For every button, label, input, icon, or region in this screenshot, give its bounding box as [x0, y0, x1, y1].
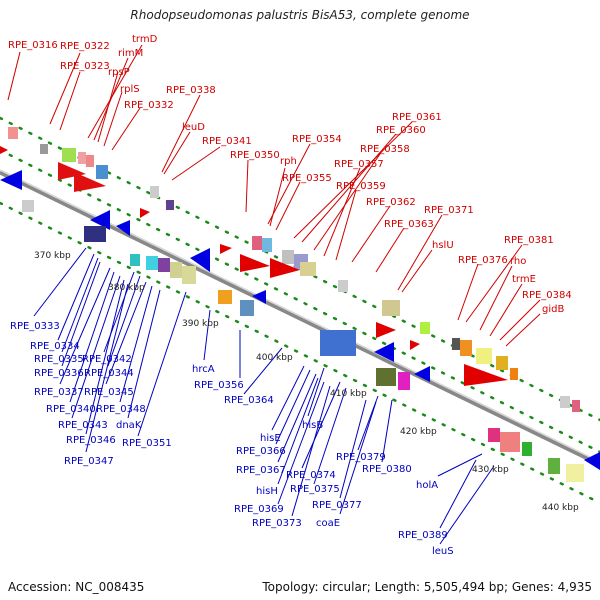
gene-label: rho [510, 256, 526, 267]
kbp-label: 410 kbp [330, 389, 367, 399]
gene-label: RPE_0384 [522, 290, 572, 301]
gene-label: RPE_0342 [82, 354, 132, 365]
gene-label: RPE_0381 [504, 235, 554, 246]
gene-label: RPE_0354 [292, 134, 342, 145]
gene-label: rimM [118, 48, 143, 59]
gene-label: RPE_0345 [84, 387, 134, 398]
gene-label: RPE_0350 [230, 150, 280, 161]
gene-label: hrcA [192, 364, 215, 375]
gene-label: RPE_0373 [252, 518, 302, 529]
gene-label: RPE_0361 [392, 112, 442, 123]
gene-label: RPE_0376 [458, 255, 508, 266]
gene-label: hisH [256, 486, 278, 497]
reverse-genes [0, 170, 600, 482]
kbp-label: 420 kbp [400, 427, 437, 437]
gene-label: RPE_0379 [336, 452, 386, 463]
gene-label: leuS [432, 546, 454, 557]
bottom-gene-labels: RPE_0333 RPE_0334 RPE_0335 RPE_0342 RPE_… [10, 321, 454, 557]
gene-label: hslU [432, 240, 454, 251]
gene-label: RPE_0332 [124, 100, 174, 111]
gene-label: RPE_0355 [282, 173, 332, 184]
forward-genes [0, 127, 580, 412]
gene-label: RPE_0389 [398, 530, 448, 541]
kbp-label: 440 kbp [542, 503, 579, 513]
gene-label: RPE_0343 [58, 420, 108, 431]
gene-label: leuD [182, 122, 205, 133]
gene-label: RPE_0338 [166, 85, 216, 96]
gene-label: RPE_0351 [122, 438, 172, 449]
gene-label: hisE [260, 433, 281, 444]
gene-label: RPE_0333 [10, 321, 60, 332]
gene-label: RPE_0367 [236, 465, 286, 476]
gene-label: trmE [512, 274, 536, 285]
gene-label: RPE_0366 [236, 446, 286, 457]
kbp-tick-labels: 370 kbp 380 kbp 390 kbp 400 kbp 410 kbp … [34, 251, 579, 513]
gene-label: RPE_0374 [286, 470, 336, 481]
gene-label: RPE_0364 [224, 395, 274, 406]
top-leader-lines [7, 44, 541, 347]
accession-text: Accession: NC_008435 [8, 580, 145, 594]
gene-label: RPE_0369 [234, 504, 284, 515]
genome-title: Rhodopseudomonas palustris BisA53, compl… [130, 8, 470, 22]
kbp-label: 430 kbp [472, 465, 509, 475]
gene-label: holA [416, 480, 438, 491]
gene-label: RPE_0334 [30, 341, 80, 352]
top-gene-labels: RPE_0316 RPE_0322 RPE_0323 trmD rimM rps… [8, 34, 572, 315]
gene-label: RPE_0322 [60, 41, 110, 52]
gene-label: rph [280, 156, 297, 167]
topology-text: Topology: circular; Length: 5,505,494 bp… [262, 580, 592, 594]
gene-label: RPE_0356 [194, 380, 244, 391]
gene-label: RPE_0340 [46, 404, 96, 415]
gene-label: RPE_0371 [424, 205, 474, 216]
gene-label: RPE_0316 [8, 40, 58, 51]
gene-label: rplS [120, 84, 140, 95]
gene-label: RPE_0363 [384, 219, 434, 230]
gene-label: RPE_0357 [334, 159, 384, 170]
gene-label: RPE_0348 [96, 404, 146, 415]
gene-label: RPE_0359 [336, 181, 386, 192]
bottom-leader-lines [33, 247, 495, 545]
gene-label: dnaK [116, 420, 142, 431]
gene-label: RPE_0375 [290, 484, 340, 495]
gene-label: RPE_0377 [312, 500, 362, 511]
gene-label: RPE_0341 [202, 136, 252, 147]
kbp-label: 370 kbp [34, 251, 71, 261]
gene-label: RPE_0346 [66, 435, 116, 446]
gene-label: RPE_0335 [34, 354, 84, 365]
gene-label: coaE [316, 518, 340, 529]
kbp-label: 390 kbp [182, 319, 219, 329]
gene-label: RPE_0347 [64, 456, 114, 467]
gene-label: RPE_0344 [84, 368, 134, 379]
gene-label: gidB [542, 304, 564, 315]
kbp-label: 400 kbp [256, 353, 293, 363]
kbp-label: 380 kbp [108, 283, 145, 293]
gene-label: rpsP [108, 67, 130, 78]
gene-label: RPE_0380 [362, 464, 412, 475]
gene-label: RPE_0358 [360, 144, 410, 155]
gene-label: trmD [132, 34, 158, 45]
gene-label: RPE_0323 [60, 61, 110, 72]
gene-label: RPE_0337 [34, 387, 84, 398]
gene-label: RPE_0336 [34, 368, 84, 379]
gene-label: RPE_0362 [366, 197, 416, 208]
gene-label: hisB [302, 420, 323, 431]
gene-label: RPE_0360 [376, 125, 426, 136]
